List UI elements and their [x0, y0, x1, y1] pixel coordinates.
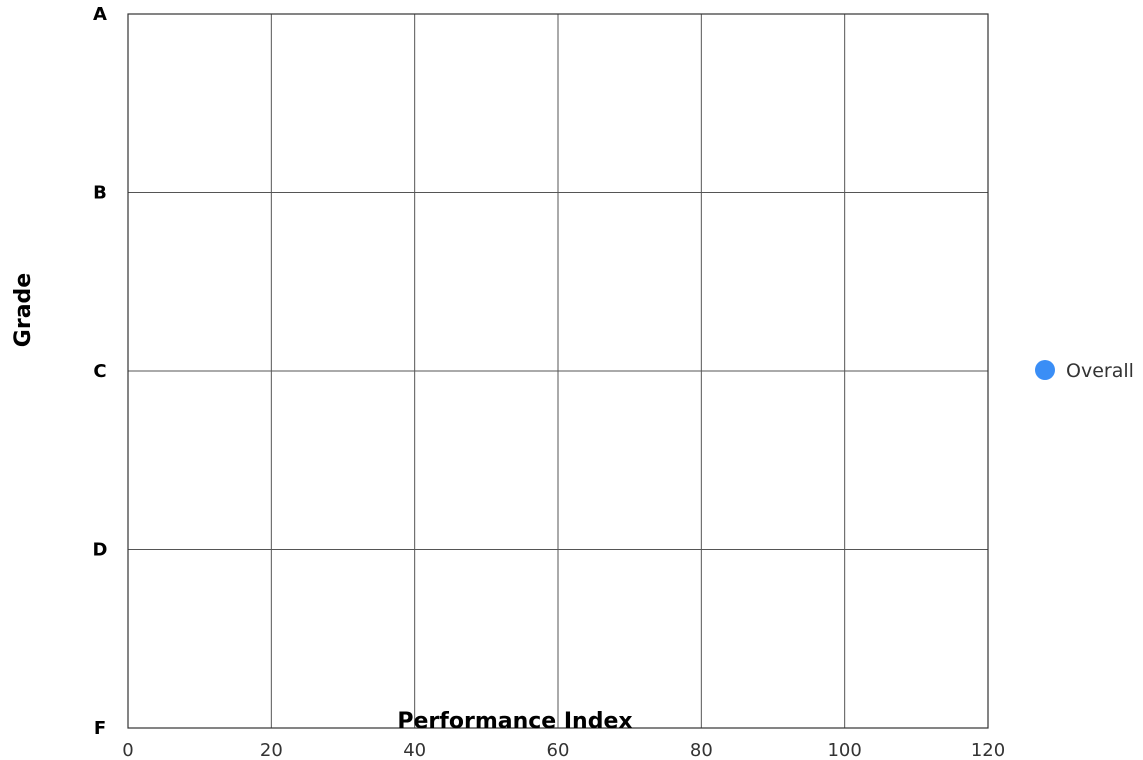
legend-label: Overall [1066, 360, 1134, 382]
legend-marker [1035, 360, 1055, 380]
y-tick-label: D [93, 540, 108, 561]
x-tick-label: 60 [547, 740, 570, 760]
x-tick-label: 100 [827, 740, 861, 760]
x-tick-labels: 0 20 40 60 80 100 120 [122, 740, 1005, 760]
x-axis-title: Performance Index [397, 709, 632, 734]
y-axis-title: Grade [11, 273, 36, 347]
y-tick-label: F [94, 718, 106, 739]
x-tick-label: 20 [260, 740, 283, 760]
y-tick-labels: F D C B A [93, 4, 108, 739]
x-tick-label: 0 [122, 740, 133, 760]
x-tick-label: 120 [971, 740, 1005, 760]
x-tick-label: 40 [403, 740, 426, 760]
y-tick-label: B [93, 183, 107, 204]
x-tick-label: 80 [690, 740, 713, 760]
y-tick-label: C [93, 361, 106, 382]
legend: Overall [1035, 360, 1134, 382]
plot-frame [127, 13, 989, 729]
y-tick-label: A [93, 4, 107, 25]
grid [128, 14, 988, 728]
